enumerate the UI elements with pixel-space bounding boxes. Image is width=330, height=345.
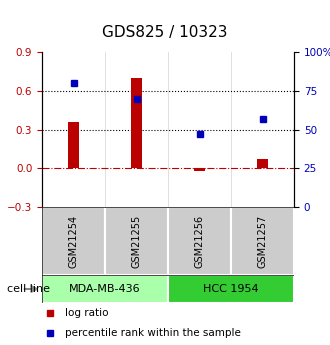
Bar: [194, 168, 205, 170]
Bar: [131, 78, 142, 168]
Text: percentile rank within the sample: percentile rank within the sample: [65, 328, 241, 338]
Bar: [68, 122, 79, 168]
Text: GSM21257: GSM21257: [257, 214, 268, 268]
Bar: [257, 159, 268, 168]
Text: cell line: cell line: [7, 284, 50, 294]
Bar: [168, 275, 294, 303]
Bar: [42, 207, 105, 275]
Text: HCC 1954: HCC 1954: [203, 284, 259, 294]
Bar: [105, 207, 168, 275]
Text: MDA-MB-436: MDA-MB-436: [69, 284, 141, 294]
Text: GSM21255: GSM21255: [131, 214, 142, 268]
Bar: [168, 207, 231, 275]
Bar: [231, 207, 294, 275]
Text: GSM21256: GSM21256: [194, 215, 205, 268]
Text: log ratio: log ratio: [65, 308, 108, 318]
Text: GSM21254: GSM21254: [69, 215, 79, 268]
Text: GDS825 / 10323: GDS825 / 10323: [102, 25, 228, 40]
Bar: [42, 275, 168, 303]
